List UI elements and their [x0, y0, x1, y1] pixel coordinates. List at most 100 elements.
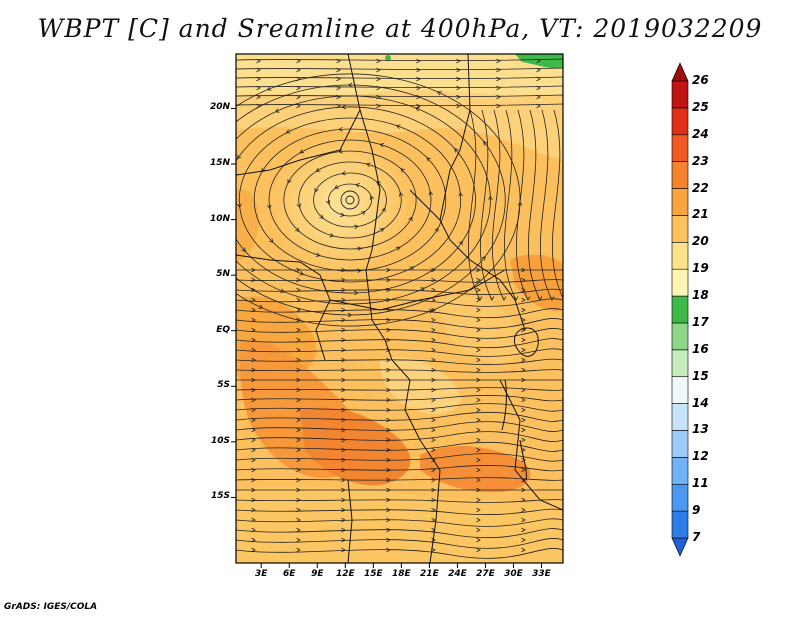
streamline-arrow: [355, 183, 360, 188]
streamline-arrow: [329, 233, 335, 238]
streamline-arrow: [483, 140, 488, 146]
streamline-arrow: [341, 287, 346, 293]
streamline-arrow: [521, 307, 526, 313]
streamline-arrow: [379, 143, 385, 148]
streamline-arrow: [341, 417, 346, 423]
streamline-arrow: [315, 167, 321, 172]
streamline: [236, 453, 563, 462]
streamline-arrow: [341, 104, 346, 110]
streamline-arrow: [296, 547, 301, 553]
streamline-arrow: [287, 178, 292, 184]
streamline-arrow: [431, 487, 436, 493]
streamline-arrow: [456, 103, 461, 109]
streamline-arrow: [296, 297, 301, 303]
wbpt-field: [213, 54, 563, 563]
streamline-arrow: [251, 447, 256, 453]
colorbar-level-label: 20: [692, 234, 709, 249]
colorbar-level-label: 13: [692, 422, 709, 437]
streamline-arrow: [476, 527, 481, 533]
colorbar-level-label: 17: [692, 314, 709, 329]
streamline-arrow: [251, 357, 256, 363]
streamline-arrow: [386, 497, 391, 503]
streamline-arrow: [296, 487, 301, 493]
streamline-arrow: [521, 487, 526, 493]
streamline-arrow: [325, 199, 331, 205]
streamline-arrow: [296, 447, 301, 453]
streamline: [253, 128, 447, 272]
streamline-arrow: [549, 296, 555, 301]
streamline-arrow: [476, 517, 481, 523]
streamline-arrow: [251, 387, 256, 393]
streamline-arrow: [395, 246, 401, 251]
streamline-arrow: [521, 547, 526, 553]
streamline-arrow: [213, 255, 217, 259]
streamline-arrow: [400, 168, 405, 173]
streamline-arrow: [386, 427, 391, 433]
streamline-arrow: [436, 91, 442, 96]
colorbar-swatch: [671, 483, 689, 512]
streamline-arrow: [431, 427, 436, 433]
lon-tick-label: 27E: [476, 569, 495, 579]
streamline-arrow: [416, 85, 421, 91]
streamline-arrow: [476, 427, 481, 433]
streamline-arrow: [476, 437, 481, 443]
streamline-arrow: [521, 437, 526, 443]
streamline-arrow: [354, 290, 359, 296]
streamline-arrow: [476, 487, 481, 493]
streamline-arrow: [256, 85, 261, 91]
lon-tick-label: 30E: [504, 569, 523, 579]
streamline-arrow: [381, 207, 386, 213]
streamline-arrow: [476, 357, 481, 363]
streamline-arrow: [376, 76, 381, 82]
streamline-arrow: [296, 377, 301, 383]
lat-tick-label: 5S: [217, 380, 230, 391]
streamline-arrow: [251, 327, 256, 333]
colorbar-swatch: [671, 430, 689, 458]
streamline-arrow: [215, 140, 219, 144]
streamline-arrow: [296, 277, 301, 283]
streamline-arrow: [237, 154, 242, 160]
streamline-arrow: [416, 103, 421, 109]
streamline-arrow: [416, 76, 421, 82]
streamline-arrow: [521, 387, 526, 393]
streamline-arrow: [296, 507, 301, 513]
lat-tick-label: EQ: [216, 324, 230, 335]
streamline-arrow: [496, 58, 501, 64]
streamline-arrow: [456, 94, 461, 100]
streamline-arrow: [338, 126, 343, 132]
streamline-arrow: [477, 296, 483, 301]
streamline: [236, 84, 506, 316]
streamline-arrow: [341, 170, 346, 176]
streamline-arrow: [357, 246, 362, 251]
streamline-arrow: [454, 147, 459, 153]
streamline-arrow: [395, 124, 401, 129]
streamline-arrow: [251, 267, 256, 273]
streamline-arrow: [251, 407, 256, 413]
streamline-arrow: [431, 437, 436, 443]
streamline-arrow: [521, 267, 526, 273]
streamline-arrow: [341, 477, 346, 483]
streamline-arrow: [386, 447, 391, 453]
streamline-arrow: [258, 304, 264, 309]
streamline-arrow: [501, 296, 507, 301]
streamline-arrow: [456, 85, 461, 91]
streamline-arrow: [266, 86, 272, 91]
colorbar-low-triangle: [671, 537, 689, 557]
lat-tick-label: 15S: [210, 491, 230, 502]
streamline-arrow: [476, 547, 481, 553]
streamline-arrow: [458, 191, 463, 197]
streamline-arrow: [341, 467, 346, 473]
streamline-arrow: [296, 387, 301, 393]
streamline-arrow: [296, 94, 301, 100]
streamline-arrow: [521, 447, 526, 453]
streamline-arrow: [341, 507, 346, 513]
streamline-arrow: [296, 67, 301, 73]
streamline-arrow: [386, 387, 391, 393]
streamline: [528, 109, 541, 301]
streamline: [236, 308, 563, 318]
colorbar-swatch: [671, 215, 689, 243]
colorbar-swatch: [671, 322, 689, 351]
colorbar-swatch: [671, 107, 689, 136]
axis-ticks: [231, 107, 543, 568]
streamline-arrow: [458, 240, 463, 246]
